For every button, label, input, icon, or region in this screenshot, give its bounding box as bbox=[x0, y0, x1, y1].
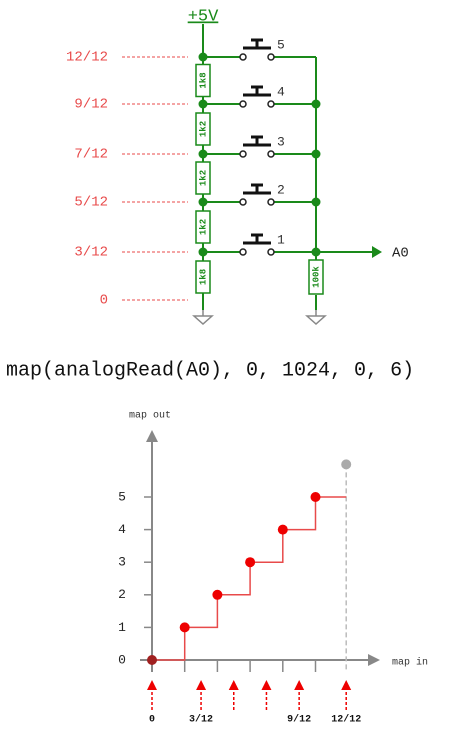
output-label: A0 bbox=[392, 246, 409, 262]
button bbox=[243, 135, 271, 147]
resistor bbox=[195, 161, 211, 195]
level-label: 5/12 bbox=[74, 195, 108, 211]
button bbox=[243, 85, 271, 97]
step-dot bbox=[341, 459, 352, 470]
step-line bbox=[152, 496, 347, 661]
y-tick-label: 5 bbox=[118, 489, 126, 504]
button-label: 4 bbox=[277, 84, 285, 99]
step-dot bbox=[310, 492, 321, 502]
ground bbox=[192, 310, 214, 326]
supply-label: +5V bbox=[188, 7, 219, 26]
node bbox=[311, 99, 321, 109]
contact bbox=[239, 150, 247, 158]
arrow-head bbox=[228, 680, 239, 690]
y-tick-label: 1 bbox=[118, 620, 126, 635]
resistor-label: 1k8 bbox=[198, 72, 208, 88]
code-line: map(analogRead(A0), 0, 1024, 0, 6) bbox=[6, 359, 414, 382]
arrow-head bbox=[147, 680, 157, 690]
resistor bbox=[195, 260, 211, 294]
node bbox=[311, 247, 321, 257]
resistor bbox=[195, 112, 211, 146]
x-axis-label: map in bbox=[392, 657, 428, 669]
contact bbox=[239, 53, 247, 61]
level-label: 12/12 bbox=[66, 50, 108, 66]
button-label: 5 bbox=[277, 37, 285, 52]
resistor-label: 1k8 bbox=[198, 269, 208, 285]
button-label: 3 bbox=[277, 134, 285, 149]
button-label: 1 bbox=[277, 232, 285, 247]
step-dot bbox=[212, 589, 223, 600]
arrow-head bbox=[196, 680, 207, 690]
contact bbox=[239, 248, 247, 256]
y-axis-label: map out bbox=[129, 411, 171, 422]
level-label: 7/12 bbox=[74, 147, 108, 163]
node bbox=[311, 149, 321, 159]
resistor-label: 1k2 bbox=[198, 170, 208, 186]
arrow-head bbox=[341, 680, 352, 690]
contact bbox=[239, 100, 247, 108]
resistor bbox=[195, 63, 211, 98]
x-label: 12/12 bbox=[331, 714, 361, 726]
contact bbox=[267, 53, 275, 61]
level-label: 9/12 bbox=[74, 97, 108, 113]
contact bbox=[267, 248, 275, 256]
node bbox=[311, 197, 321, 207]
step-dot bbox=[147, 655, 157, 665]
button-label: 2 bbox=[277, 182, 285, 197]
resistor-label: 100k bbox=[311, 266, 321, 288]
x-label: 0 bbox=[149, 715, 155, 726]
step-dot bbox=[245, 557, 256, 568]
arrow-head bbox=[294, 680, 305, 690]
step-dot bbox=[277, 524, 288, 535]
level-label: 0 bbox=[100, 293, 108, 309]
y-tick-label: 0 bbox=[118, 652, 126, 667]
x-label: 9/12 bbox=[287, 714, 311, 726]
resistor-label: 1k2 bbox=[198, 219, 208, 235]
contact bbox=[267, 150, 275, 158]
arrow-head bbox=[368, 654, 380, 666]
button bbox=[243, 233, 271, 245]
level-label: 3/12 bbox=[74, 245, 108, 261]
step-dot bbox=[179, 622, 190, 633]
button bbox=[243, 183, 271, 195]
ground bbox=[305, 310, 327, 326]
resistor bbox=[308, 259, 324, 295]
button bbox=[243, 38, 271, 50]
y-tick-label: 4 bbox=[118, 522, 126, 537]
resistor-label: 1k2 bbox=[198, 121, 208, 137]
contact bbox=[267, 198, 275, 206]
arrow-head bbox=[261, 680, 272, 690]
contact bbox=[267, 100, 275, 108]
x-label: 3/12 bbox=[189, 714, 213, 726]
arrow-head bbox=[372, 246, 382, 258]
y-tick-label: 2 bbox=[118, 587, 126, 602]
contact bbox=[239, 198, 247, 206]
arrow-head bbox=[146, 430, 158, 442]
resistor bbox=[195, 210, 211, 244]
y-tick-label: 3 bbox=[118, 555, 126, 570]
